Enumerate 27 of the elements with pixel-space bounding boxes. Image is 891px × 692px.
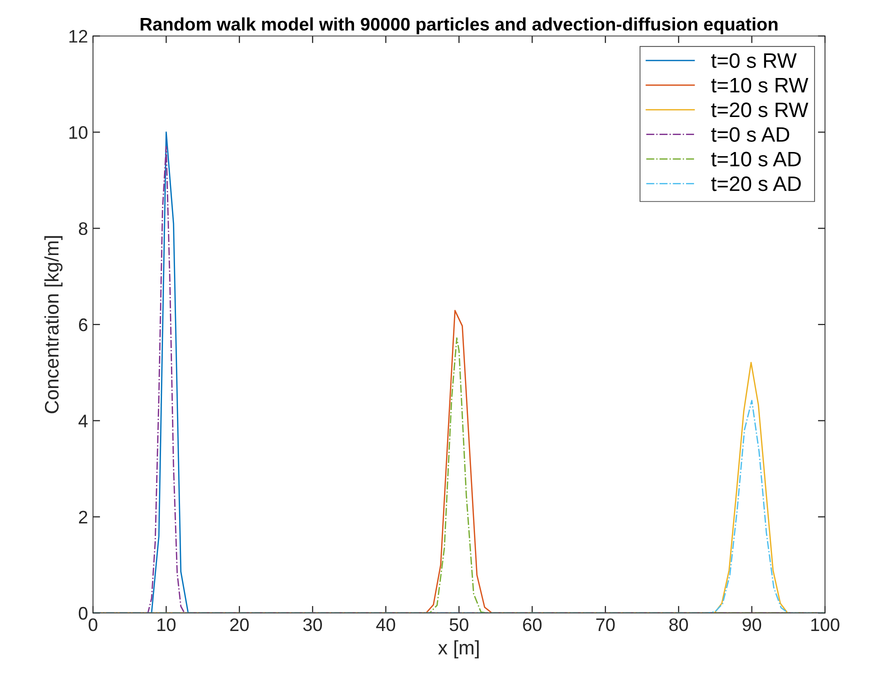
legend-label: t=10 s RW xyxy=(711,78,808,93)
y-tick-label: 12 xyxy=(69,30,88,43)
legend-label: t=20 s AD xyxy=(711,176,801,192)
x-tick-label: 10 xyxy=(158,618,176,632)
x-tick-label: 70 xyxy=(596,618,615,632)
legend-label: t=10 s AD xyxy=(711,152,801,166)
y-tick-label: 10 xyxy=(69,126,88,139)
x-tick-label: 100 xyxy=(811,618,840,632)
legend-label: t=0 s RW xyxy=(711,53,797,68)
x-tick-label: 0 xyxy=(88,618,98,632)
chart-title: Random walk model with 90000 particles and advection-diffusion equation xyxy=(140,17,778,34)
y-tick-label: 0 xyxy=(78,606,88,620)
x-axis-title: x [m] xyxy=(438,640,479,658)
y-axis-title: Concentration [kg/m] xyxy=(44,236,62,414)
x-tick-label: 20 xyxy=(230,618,249,632)
x-tick-label: 90 xyxy=(742,618,762,632)
x-tick-label: 60 xyxy=(523,618,542,632)
x-tick-label: 30 xyxy=(303,618,322,632)
y-tick-label: 8 xyxy=(78,222,88,236)
y-tick-label: 2 xyxy=(79,510,88,524)
y-tick-label: 4 xyxy=(78,414,88,428)
x-tick-label: 40 xyxy=(376,618,396,632)
y-tick-label: 6 xyxy=(79,318,88,332)
legend-label: t=0 s AD xyxy=(711,127,790,142)
x-tick-label: 50 xyxy=(450,618,468,632)
legend-label: t=20 s RW xyxy=(711,102,808,118)
x-tick-label: 80 xyxy=(669,618,688,632)
